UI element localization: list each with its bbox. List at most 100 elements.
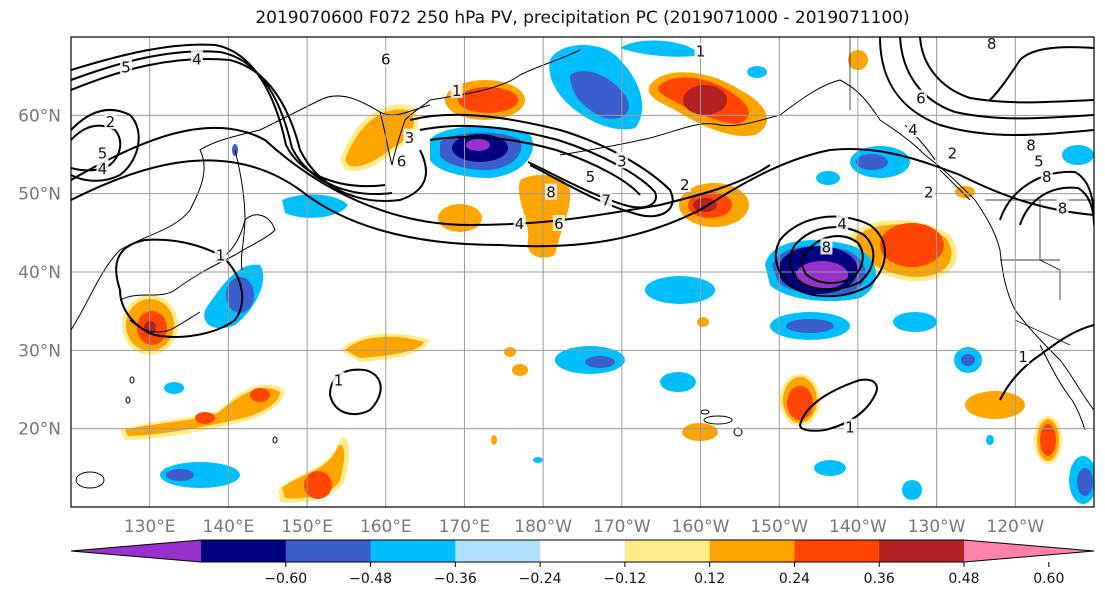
colorbar-outline xyxy=(70,539,1095,563)
colorbar-tick-label: −0.60 xyxy=(264,571,307,587)
pv-contour-20 xyxy=(999,170,1094,221)
colorbar-tick-label: 0.48 xyxy=(948,571,979,587)
pv-label-bg xyxy=(584,168,597,184)
lon-tick-label: 150°E xyxy=(281,517,333,537)
pv-label-bg xyxy=(1040,168,1053,184)
figure-title: 2019070600 F072 250 hPa PV, precipitatio… xyxy=(255,8,910,28)
pv-label-bg xyxy=(694,42,707,59)
pv-label-bg xyxy=(1017,348,1030,365)
colorbar-extension-min xyxy=(71,540,201,562)
pv-contour-label: 2 xyxy=(924,184,934,202)
pv-contour-23 xyxy=(989,46,1094,101)
precip-negative-east-japan xyxy=(204,194,348,329)
pv-label-bg xyxy=(914,89,927,106)
latitude-labels: 60°N 50°N 40°N 30°N 20°N xyxy=(18,106,61,439)
pv-label-bg xyxy=(190,50,203,67)
precip-positive-bering xyxy=(648,72,767,136)
lat-tick-label: 50°N xyxy=(18,185,61,205)
coastline-japan xyxy=(119,214,276,301)
pv-contour-label: 3 xyxy=(617,152,627,170)
pv-label-bg xyxy=(1032,152,1045,169)
pv-contour-label: 1 xyxy=(452,82,462,100)
coastline-alaska-aleutian xyxy=(559,114,781,156)
lat-tick-label: 30°N xyxy=(18,341,61,361)
colorbar-segment xyxy=(794,540,880,562)
pv-contour-label: 5 xyxy=(121,58,131,76)
lon-tick-label: 130°W xyxy=(908,517,966,537)
pv-label-bg xyxy=(552,215,565,231)
lat-tick-label: 60°N xyxy=(18,106,61,126)
pv-label-bg xyxy=(985,37,998,51)
pv-contour-8 xyxy=(429,136,641,196)
colorbar-tick-label: −0.12 xyxy=(603,571,646,587)
pv-contour-label: 8 xyxy=(1026,137,1036,155)
pv-contour-label: 5 xyxy=(1034,152,1044,170)
pv-contour-11 xyxy=(115,238,244,338)
precip-negative-bering xyxy=(549,40,700,130)
pv-contour-label: 4 xyxy=(192,51,202,69)
lon-tick-label: 130°E xyxy=(124,517,176,537)
lon-tick-label: 120°W xyxy=(986,517,1044,537)
precip-positive-kamchatka xyxy=(340,104,419,172)
pv-label-bg xyxy=(395,152,408,169)
pv-label-bg xyxy=(844,418,857,435)
pv-contour-17 xyxy=(879,37,1094,136)
precip-positive-northeast-pacific xyxy=(850,220,958,282)
pv-label-bg xyxy=(922,183,935,200)
pv-contour-3 xyxy=(71,58,427,202)
colorbar-segment xyxy=(624,540,711,562)
pv-label-bg xyxy=(403,128,416,145)
pv-contour-label: 6 xyxy=(554,215,564,233)
pv-label-bg xyxy=(96,160,109,177)
pv-contour-14 xyxy=(774,215,886,298)
lon-tick-label: 170°E xyxy=(439,517,491,537)
colorbar-tick-label: 0.12 xyxy=(694,571,725,587)
pv-contour-label: 2 xyxy=(106,113,116,131)
pv-label-bg xyxy=(600,191,613,208)
colorbar-segment xyxy=(285,540,372,562)
pv-label-bg xyxy=(615,152,628,169)
lon-tick-label: 170°W xyxy=(593,517,651,537)
pv-label-bg xyxy=(907,121,920,137)
pv-contour-2 xyxy=(71,126,771,227)
pv-label-bg xyxy=(332,371,345,388)
pv-contour-18 xyxy=(899,37,1094,120)
map-frame xyxy=(70,36,1095,508)
pv-label-bg xyxy=(450,81,463,98)
gridlines xyxy=(71,37,1094,507)
pv-contour-label: 8 xyxy=(546,184,556,202)
pv-contour-4 xyxy=(71,50,393,195)
coastline-kamchatka xyxy=(379,99,431,166)
lon-tick-label: 160°W xyxy=(672,517,730,537)
colorbar-tick-label: 0.60 xyxy=(1033,571,1064,587)
precip-negative-other xyxy=(160,66,1094,504)
pv-contour-7 xyxy=(419,124,657,209)
lon-tick-label: 180°W xyxy=(514,517,572,537)
lon-tick-label: 140°W xyxy=(829,517,887,537)
pv-contour-label: 4 xyxy=(837,215,847,233)
pv-label-bg xyxy=(820,238,833,255)
pv-contour-label: 8 xyxy=(987,35,997,53)
lon-tick-label: 160°E xyxy=(360,517,412,537)
precip-positive-subtropics xyxy=(120,50,1062,503)
pv-contour-label: 4 xyxy=(98,160,108,178)
pv-label-bg xyxy=(1025,136,1038,153)
pv-contour-label: 6 xyxy=(916,90,926,108)
colorbar-tick-label: −0.48 xyxy=(349,571,392,587)
pv-contour-label: 2 xyxy=(680,176,690,194)
pv-contour-label: 4 xyxy=(908,121,918,139)
colorbar-extension-max xyxy=(964,540,1094,562)
colorbar-segment xyxy=(201,540,287,562)
pv-contour-label: 7 xyxy=(601,192,611,210)
pv-contour-label: 8 xyxy=(822,239,832,257)
pv-contour-label: 1 xyxy=(216,246,226,264)
lon-tick-label: 150°W xyxy=(750,517,808,537)
pv-contour-label: 6 xyxy=(397,152,407,170)
pv-label-bg xyxy=(1056,199,1069,216)
pv-contour-1 xyxy=(71,148,1094,248)
colorbar-segment xyxy=(879,540,965,562)
colorbar-segment xyxy=(370,540,456,562)
pv-contour-label: 6 xyxy=(381,51,391,69)
precip-anomaly-shading xyxy=(120,40,1094,504)
pv-label-bg xyxy=(836,215,849,231)
